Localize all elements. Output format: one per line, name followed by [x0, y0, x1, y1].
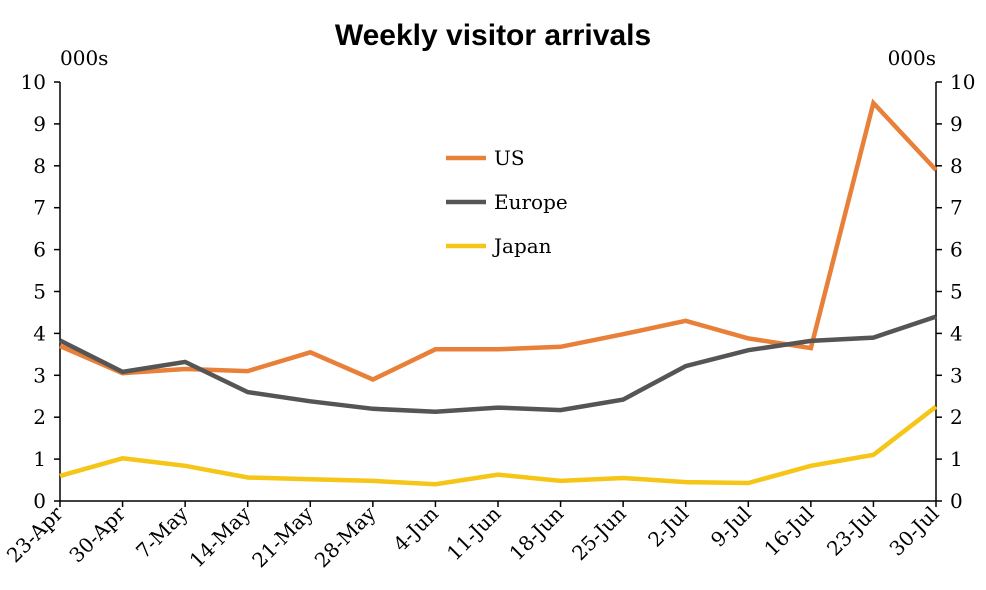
y-tick-label-right: 10: [950, 70, 975, 94]
left-axis-unit: 000s: [60, 46, 108, 70]
legend-label-europe: Europe: [494, 190, 568, 214]
x-tick-label: 9-Jul: [706, 502, 756, 552]
y-tick-label-left: 8: [33, 154, 46, 178]
y-tick-label-right: 4: [950, 321, 963, 345]
y-tick-label-right: 2: [950, 405, 963, 429]
y-tick-label-left: 10: [21, 70, 46, 94]
y-tick-label-right: 3: [950, 363, 963, 387]
legend-label-us: US: [494, 146, 525, 170]
x-tick-label: 23-Jul: [822, 502, 881, 561]
y-tick-label-left: 6: [33, 238, 46, 262]
x-tick-label: 14-May: [185, 501, 256, 572]
series-layer: [58, 98, 938, 487]
chart-title: Weekly visitor arrivals: [335, 19, 651, 52]
x-tick-label: 2-Jul: [643, 502, 693, 552]
x-tick-label: 25-Jun: [567, 501, 631, 565]
y-tick-label-right: 9: [950, 112, 963, 136]
y-tick-label-left: 7: [33, 196, 46, 220]
right-axis-unit: 000s: [888, 46, 936, 70]
legend: US Europe Japan: [446, 146, 568, 258]
y-tick-label-left: 9: [33, 112, 46, 136]
y-tick-label-right: 0: [950, 489, 963, 513]
x-tick-label: 4-Jun: [388, 501, 443, 556]
series-line-europe: [58, 314, 937, 415]
x-tick-label: 7-May: [131, 501, 193, 563]
x-tick-label: 30-Apr: [64, 501, 130, 567]
y-tick-label-right: 5: [950, 280, 963, 304]
x-tick-label: 30-Jul: [884, 502, 943, 561]
y-tick-label-right: 7: [950, 196, 963, 220]
x-tick-label: 28-May: [310, 501, 381, 572]
series-line-japan: [59, 404, 938, 487]
x-tick-label: 11-Jun: [442, 501, 506, 565]
y-tick-label-left: 4: [33, 321, 46, 345]
x-tick-label: 16-Jul: [759, 502, 818, 561]
y-tick-label-left: 3: [33, 363, 46, 387]
x-tick-label: 18-Jun: [504, 501, 568, 565]
y-tick-label-right: 8: [950, 154, 963, 178]
y-tick-label-right: 6: [950, 238, 963, 262]
x-tick-label: 21-May: [247, 501, 318, 572]
y-tick-label-left: 2: [33, 405, 46, 429]
y-tick-label-left: 1: [33, 447, 46, 471]
y-tick-label-left: 0: [33, 489, 46, 513]
y-tick-label-right: 1: [950, 447, 963, 471]
y-tick-label-left: 5: [33, 280, 46, 304]
legend-label-japan: Japan: [492, 234, 552, 258]
